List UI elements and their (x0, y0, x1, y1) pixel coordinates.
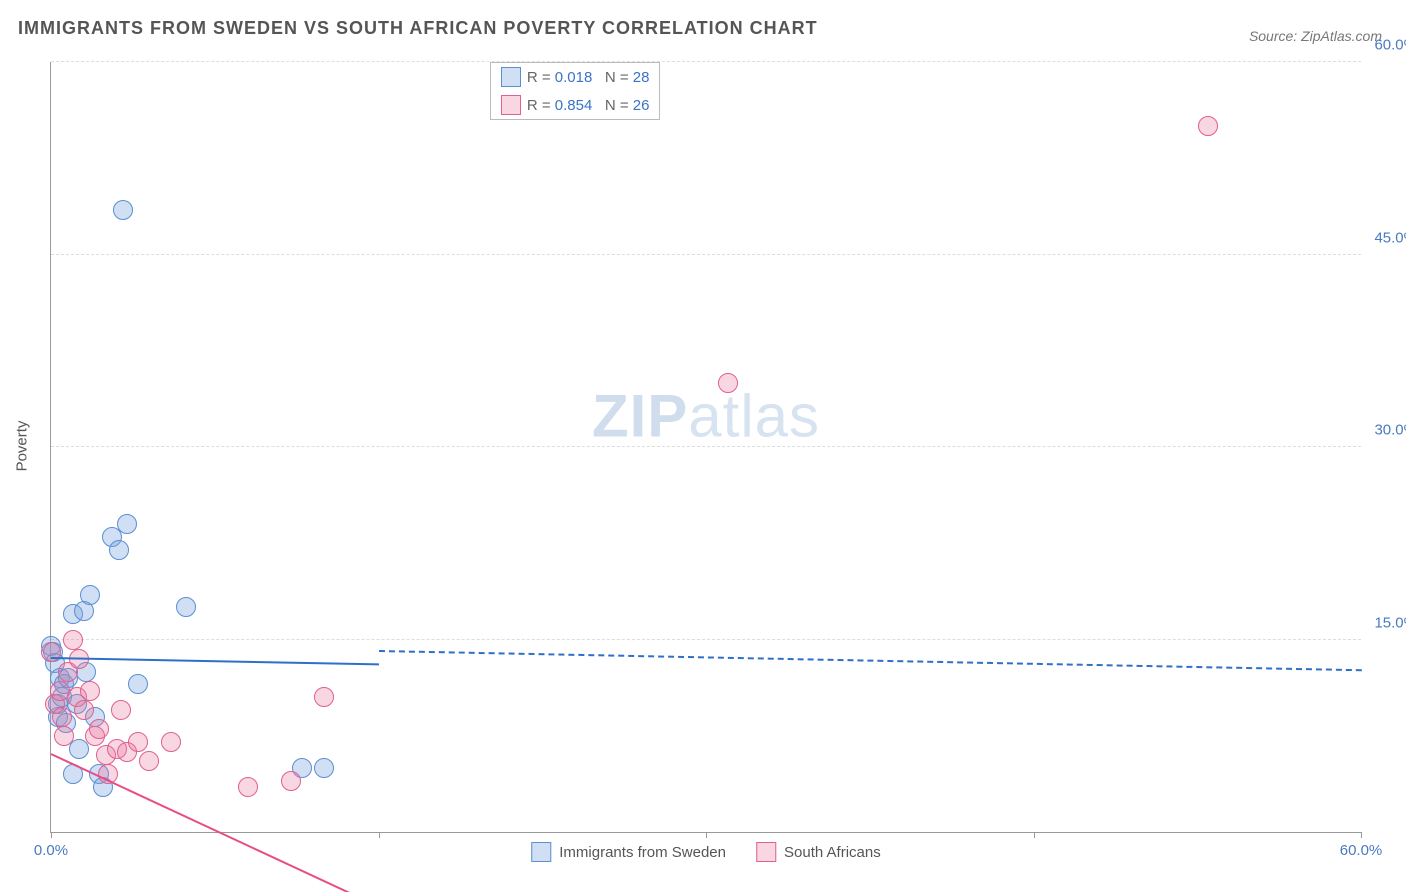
data-point (80, 681, 100, 701)
data-point (113, 200, 133, 220)
data-point (109, 540, 129, 560)
source-label: Source: ZipAtlas.com (1249, 28, 1382, 44)
gridline (51, 639, 1361, 640)
gridline (51, 446, 1361, 447)
legend-swatch (531, 842, 551, 862)
trend-line (378, 650, 1361, 671)
y-tick-label: 15.0% (1374, 614, 1406, 631)
data-point (74, 700, 94, 720)
legend-series-label: Immigrants from Sweden (559, 844, 726, 861)
data-point (80, 585, 100, 605)
x-tick (706, 832, 707, 838)
y-tick-label: 45.0% (1374, 229, 1406, 246)
y-tick-label: 30.0% (1374, 422, 1406, 439)
data-point (54, 726, 74, 746)
data-point (128, 674, 148, 694)
x-tick (379, 832, 380, 838)
data-point (238, 777, 258, 797)
legend-series: Immigrants from Sweden South Africans (531, 842, 880, 862)
gridline (51, 61, 1361, 62)
data-point (111, 700, 131, 720)
data-point (117, 514, 137, 534)
plot-area: ZIPatlas 15.0%30.0%45.0%60.0%0.0%60.0%R … (50, 62, 1361, 833)
data-point (128, 732, 148, 752)
legend-swatch (756, 842, 776, 862)
data-point (314, 687, 334, 707)
data-point (718, 373, 738, 393)
data-point (41, 642, 61, 662)
legend-stats: R = 0.018 N = 28 R = 0.854 N = 26 (490, 62, 661, 120)
data-point (89, 719, 109, 739)
legend-stats-row: R = 0.018 N = 28 (491, 63, 660, 91)
legend-swatch (501, 67, 521, 87)
data-point (281, 771, 301, 791)
data-point (176, 597, 196, 617)
legend-series-label: South Africans (784, 844, 881, 861)
data-point (1198, 116, 1218, 136)
x-tick-label: 0.0% (34, 832, 68, 859)
legend-stats-row: R = 0.854 N = 26 (491, 91, 660, 119)
legend-stats-text: R = 0.018 N = 28 (527, 69, 650, 86)
data-point (139, 751, 159, 771)
chart-title: IMMIGRANTS FROM SWEDEN VS SOUTH AFRICAN … (18, 18, 818, 39)
legend-series-item: South Africans (756, 842, 881, 862)
data-point (314, 758, 334, 778)
trend-line (51, 657, 379, 665)
gridline (51, 254, 1361, 255)
legend-swatch (501, 95, 521, 115)
x-tick-label: 60.0% (1340, 832, 1383, 859)
data-point (161, 732, 181, 752)
legend-stats-text: R = 0.854 N = 26 (527, 97, 650, 114)
x-tick (1034, 832, 1035, 838)
y-axis-title: Poverty (14, 421, 31, 472)
watermark: ZIPatlas (592, 382, 820, 451)
legend-series-item: Immigrants from Sweden (531, 842, 726, 862)
data-point (63, 630, 83, 650)
data-point (52, 707, 72, 727)
y-tick-label: 60.0% (1374, 37, 1406, 54)
trend-line (51, 753, 1362, 892)
